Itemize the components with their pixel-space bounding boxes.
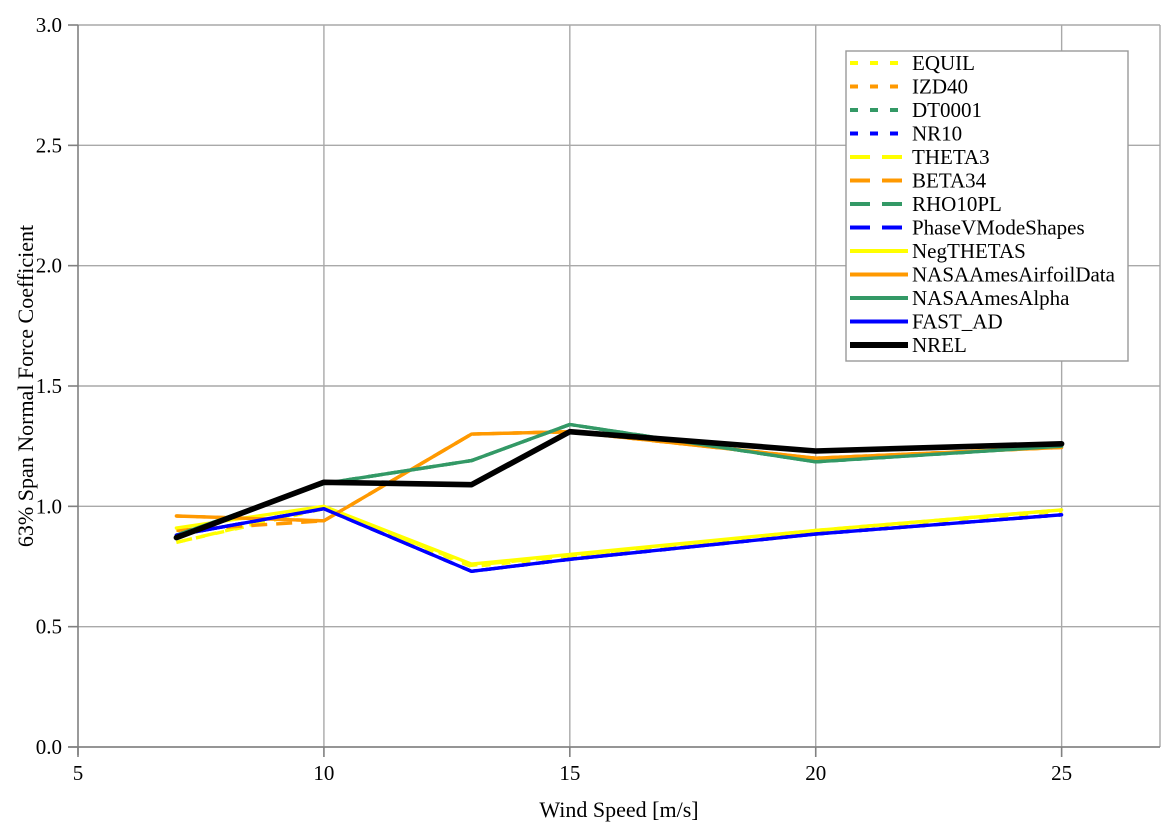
x-axis-title: Wind Speed [m/s] <box>539 797 699 822</box>
y-tick-label-2.0: 2.0 <box>36 254 62 278</box>
series-line-FAST_AD <box>174 507 1064 573</box>
legend-label-DT0001: DT0001 <box>912 98 982 122</box>
legend-label-NegTHETAS: NegTHETAS <box>912 239 1026 263</box>
series-line-DT0001 <box>175 422 1062 537</box>
series-line-NREL <box>173 428 1065 541</box>
series-line-NegTHETAS <box>174 504 1064 566</box>
y-tick-label-0.0: 0.0 <box>36 735 62 759</box>
x-tick-label-5: 5 <box>73 761 84 785</box>
series-line-NASAAmesAirfoilData <box>174 430 1064 523</box>
y-tick-label-2.5: 2.5 <box>36 133 62 157</box>
y-tick-label-1.0: 1.0 <box>36 494 62 518</box>
series-line-PhaseVModeShapes <box>176 507 1062 573</box>
legend-label-NASAAmesAirfoilData: NASAAmesAirfoilData <box>912 263 1116 287</box>
y-tick-label-0.5: 0.5 <box>36 615 62 639</box>
x-tick-label-15: 15 <box>559 761 580 785</box>
legend-label-THETA3: THETA3 <box>912 145 990 169</box>
x-tick-label-20: 20 <box>805 761 826 785</box>
legend-label-BETA34: BETA34 <box>912 169 987 193</box>
x-tick-label-10: 10 <box>313 761 334 785</box>
series-line-THETA3 <box>176 505 1062 567</box>
legend-label-EQUIL: EQUIL <box>912 51 975 75</box>
legend-label-NREL: NREL <box>912 333 967 357</box>
series-line-EQUIL <box>176 507 1062 569</box>
legend-label-IZD40: IZD40 <box>912 75 968 99</box>
legend-label-FAST_AD: FAST_AD <box>912 310 1003 334</box>
legend-label-NR10: NR10 <box>912 122 962 146</box>
legend-label-RHO10PL: RHO10PL <box>912 192 1002 216</box>
series-line-RHO10PL <box>175 422 1062 537</box>
y-tick-label-3.0: 3.0 <box>36 13 62 37</box>
legend-label-NASAAmesAlpha: NASAAmesAlpha <box>912 286 1070 310</box>
legend-label-PhaseVModeShapes: PhaseVModeShapes <box>912 216 1085 240</box>
y-axis-title: 63% Span Normal Force Coefficient <box>13 224 38 548</box>
series-line-NASAAmesAlpha <box>174 422 1064 537</box>
x-tick-label-25: 25 <box>1051 761 1072 785</box>
series-line-NR10 <box>176 507 1062 573</box>
y-tick-label-1.5: 1.5 <box>36 374 62 398</box>
